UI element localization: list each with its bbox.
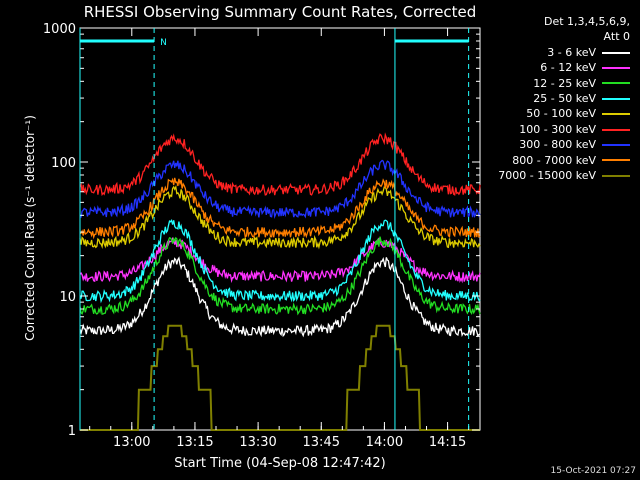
legend-header-1: Det 1,3,4,5,6,9, <box>543 15 630 28</box>
x-tick-label: 14:15 <box>429 435 466 450</box>
legend-swatch <box>602 51 630 54</box>
x-tick-label: 13:15 <box>176 435 213 450</box>
footer-date: 15-Oct-2021 07:27 <box>550 466 636 476</box>
axis-layer: 1 10 100 1000 13:00 13:15 13:30 13:45 14:00 14:15… <box>43 22 480 450</box>
x-tick-label: 13:30 <box>239 435 276 450</box>
legend-swatch <box>602 128 630 131</box>
legend: Det 1,3,4,5,6,9, Att 0 3 - 6 keV 6 - 12 k… <box>470 14 630 183</box>
legend-label: 800 - 7000 keV <box>512 153 596 167</box>
series-line-4 <box>79 218 481 304</box>
series-line-1 <box>79 256 481 338</box>
night-marker: N <box>160 38 167 48</box>
legend-item: 6 - 12 keV <box>470 60 630 75</box>
series-layer <box>79 132 481 431</box>
series-line-8 <box>79 177 481 240</box>
legend-label: 3 - 6 keV <box>547 45 596 59</box>
legend-swatch <box>602 143 630 146</box>
series-line-9 <box>80 324 480 431</box>
legend-item: 7000 - 15000 keV <box>470 168 630 183</box>
legend-swatch <box>602 97 630 100</box>
legend-swatch <box>602 159 630 162</box>
series-line-5 <box>79 184 481 250</box>
legend-swatch <box>602 66 630 69</box>
legend-label: 100 - 300 keV <box>519 122 596 136</box>
legend-item: 3 - 6 keV <box>470 45 630 60</box>
y-tick-label: 10 <box>59 290 76 305</box>
legend-item: 100 - 300 keV <box>470 122 630 137</box>
y-axis-label: Corrected Count Rate (s⁻¹ detector⁻¹) <box>23 115 37 341</box>
legend-label: 6 - 12 keV <box>540 61 596 75</box>
x-tick-label: 14:00 <box>366 435 403 450</box>
legend-item: 50 - 100 keV <box>470 106 630 121</box>
x-tick-label: 13:00 <box>113 435 150 450</box>
series-line-6 <box>79 132 481 197</box>
legend-item: 12 - 25 keV <box>470 76 630 91</box>
legend-label: 12 - 25 keV <box>533 76 596 90</box>
chart-title: RHESSI Observing Summary Count Rates, Co… <box>84 3 477 21</box>
legend-swatch <box>602 174 630 177</box>
legend-swatch <box>602 82 630 85</box>
series-line-3 <box>79 236 481 316</box>
legend-item: 300 - 800 keV <box>470 137 630 152</box>
y-tick-label: 1000 <box>43 22 76 37</box>
legend-label: 300 - 800 keV <box>519 138 596 152</box>
legend-swatch <box>602 113 630 116</box>
y-tick-label: 100 <box>51 156 76 171</box>
x-tick-label: 13:45 <box>303 435 340 450</box>
legend-header-2: Att 0 <box>603 30 630 44</box>
x-axis-label: Start Time (04-Sep-08 12:47:42) <box>174 456 385 471</box>
legend-item: 800 - 7000 keV <box>470 153 630 168</box>
legend-label: 50 - 100 keV <box>526 107 596 121</box>
legend-item: 25 - 50 keV <box>470 91 630 106</box>
series-line-7 <box>79 159 481 220</box>
y-tick-label: 1 <box>68 424 76 439</box>
legend-label: 7000 - 15000 keV <box>498 169 596 183</box>
legend-label: 25 - 50 keV <box>533 92 596 106</box>
